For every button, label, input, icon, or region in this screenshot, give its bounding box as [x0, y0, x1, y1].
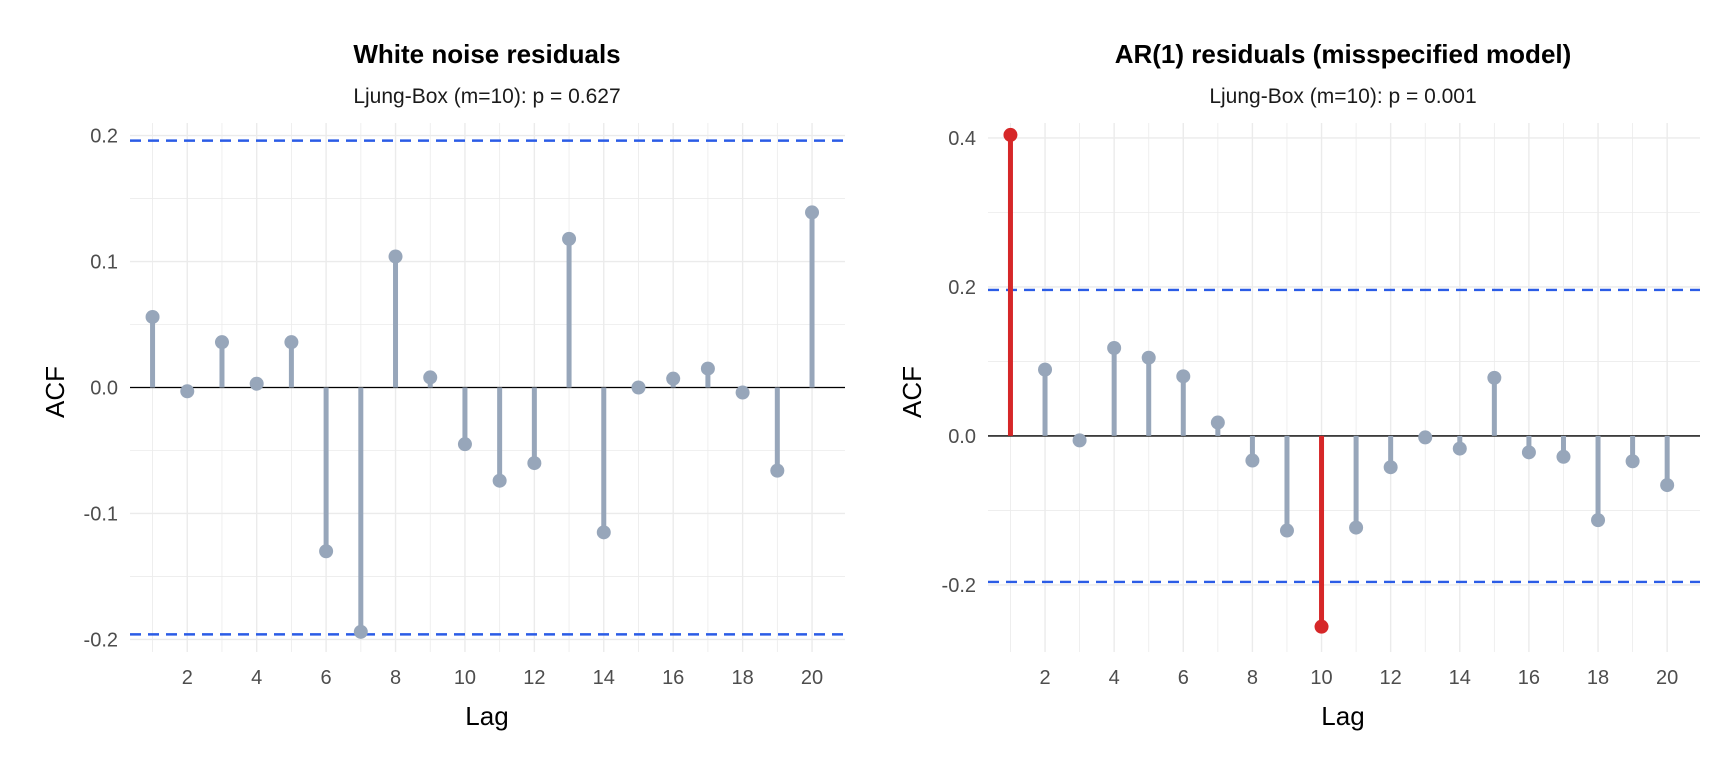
- acf-point-lag-20: [1660, 478, 1675, 493]
- acf-point-lag-1: [1003, 127, 1018, 142]
- y-axis-title: ACF: [897, 366, 927, 418]
- acf-point-lag-16: [666, 371, 681, 386]
- acf-point-lag-13: [562, 231, 577, 246]
- panel-white-noise: White noise residuals Ljung-Box (m=10): …: [40, 39, 845, 731]
- panel-subtitle: Ljung-Box (m=10): p = 0.627: [353, 85, 620, 108]
- x-tick-label: 4: [251, 667, 262, 689]
- acf-point-lag-3: [1072, 433, 1087, 448]
- x-tick-label: 14: [1449, 667, 1471, 689]
- x-tick-labels: 2 4 6 8 10 12 14 16 18 20: [182, 667, 823, 689]
- panel-title: AR(1) residuals (misspecified model): [1115, 39, 1572, 69]
- acf-point-lag-18: [1591, 513, 1606, 528]
- x-tick-label: 2: [1039, 667, 1050, 689]
- y-tick-label: -0.2: [84, 629, 118, 651]
- x-axis-title: Lag: [1321, 701, 1364, 731]
- panel-title: White noise residuals: [353, 39, 620, 69]
- x-tick-label: 6: [321, 667, 332, 689]
- acf-point-lag-19: [770, 463, 785, 478]
- x-tick-label: 10: [454, 667, 476, 689]
- acf-point-lag-12: [527, 456, 542, 471]
- x-tick-label: 14: [593, 667, 615, 689]
- acf-point-lag-10: [457, 437, 472, 452]
- acf-point-lag-2: [180, 384, 195, 399]
- x-tick-label: 6: [1178, 667, 1189, 689]
- acf-point-lag-15: [631, 380, 646, 395]
- acf-point-lag-9: [1279, 523, 1294, 538]
- acf-point-lag-11: [492, 473, 507, 488]
- acf-point-lag-17: [700, 361, 715, 376]
- confidence-bounds: [130, 139, 845, 636]
- x-tick-label: 4: [1109, 667, 1120, 689]
- x-tick-label: 10: [1310, 667, 1332, 689]
- y-tick-label: -0.2: [942, 575, 976, 597]
- y-tick-labels: -0.2 0.0 0.2 0.4: [942, 128, 976, 597]
- x-tick-label: 2: [182, 667, 193, 689]
- acf-point-lag-8: [1245, 453, 1260, 468]
- acf-point-lag-6: [1176, 369, 1191, 384]
- x-tick-label: 18: [1587, 667, 1609, 689]
- x-tick-label: 16: [662, 667, 684, 689]
- x-tick-label: 16: [1518, 667, 1540, 689]
- panel-ar1: AR(1) residuals (misspecified model) Lju…: [897, 39, 1700, 731]
- x-tick-labels: 2 4 6 8 10 12 14 16 18 20: [1039, 667, 1678, 689]
- x-tick-label: 20: [1656, 667, 1678, 689]
- acf-point-lag-15: [1487, 370, 1502, 385]
- acf-point-lag-4: [249, 376, 264, 391]
- acf-point-lag-14: [596, 525, 611, 540]
- acf-point-lag-20: [805, 205, 820, 220]
- acf-point-lag-19: [1625, 454, 1640, 469]
- acf-point-lag-17: [1556, 449, 1571, 464]
- acf-point-lag-10: [1314, 619, 1329, 634]
- acf-point-lag-12: [1383, 460, 1398, 475]
- acf-point-lag-6: [319, 544, 334, 559]
- acf-point-lag-5: [1141, 350, 1156, 365]
- x-tick-label: 12: [1380, 667, 1402, 689]
- confidence-bounds: [988, 288, 1700, 584]
- acf-point-lag-16: [1521, 445, 1536, 460]
- acf-point-lag-14: [1452, 441, 1467, 456]
- acf-stems: [1003, 127, 1675, 634]
- acf-point-lag-7: [353, 624, 368, 639]
- x-tick-label: 18: [731, 667, 753, 689]
- x-tick-label: 20: [801, 667, 823, 689]
- y-tick-label: 0.2: [90, 126, 118, 148]
- acf-point-lag-7: [1210, 415, 1225, 430]
- y-tick-label: 0.0: [90, 378, 118, 400]
- y-tick-label: 0.2: [948, 277, 976, 299]
- y-tick-labels: -0.2 -0.1 0.0 0.1 0.2: [84, 126, 118, 652]
- x-tick-label: 8: [1247, 667, 1258, 689]
- y-axis-title: ACF: [40, 366, 70, 418]
- acf-point-lag-4: [1107, 341, 1122, 356]
- x-tick-label: 8: [390, 667, 401, 689]
- y-tick-label: 0.4: [948, 128, 976, 150]
- x-axis-title: Lag: [465, 701, 508, 731]
- acf-point-lag-11: [1349, 520, 1364, 535]
- y-tick-label: -0.1: [84, 503, 118, 525]
- acf-point-lag-5: [284, 335, 299, 350]
- acf-point-lag-2: [1038, 362, 1053, 377]
- acf-point-lag-13: [1418, 430, 1433, 445]
- panel-subtitle: Ljung-Box (m=10): p = 0.001: [1209, 85, 1476, 108]
- acf-point-lag-9: [423, 370, 438, 385]
- acf-point-lag-8: [388, 249, 403, 264]
- y-tick-label: 0.0: [948, 426, 976, 448]
- y-tick-label: 0.1: [90, 252, 118, 274]
- acf-stems: [145, 205, 820, 639]
- x-tick-label: 12: [523, 667, 545, 689]
- acf-point-lag-1: [145, 309, 160, 324]
- grid-lines: [988, 123, 1700, 652]
- acf-point-lag-3: [214, 335, 229, 350]
- acf-point-lag-18: [735, 385, 750, 400]
